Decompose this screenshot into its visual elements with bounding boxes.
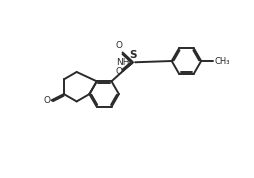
Text: O: O bbox=[115, 67, 122, 77]
Text: O: O bbox=[43, 96, 50, 105]
Text: O: O bbox=[115, 41, 122, 50]
Text: CH₃: CH₃ bbox=[215, 56, 230, 66]
Text: NH: NH bbox=[116, 58, 130, 67]
Text: S: S bbox=[129, 50, 137, 60]
